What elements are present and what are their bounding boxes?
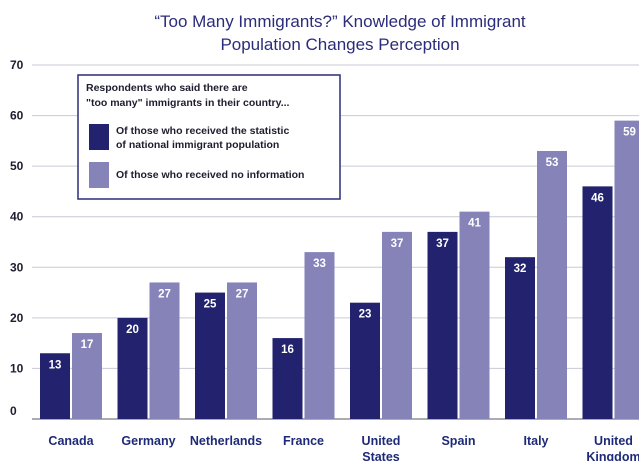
category-label: Netherlands	[190, 434, 262, 448]
legend-series-label: Of those who received the statistic	[116, 125, 289, 137]
category-label: Kingdom	[586, 450, 639, 461]
bar-no-info	[227, 282, 257, 419]
bar-value-label: 32	[514, 263, 527, 275]
legend-series-label: Of those who received no information	[116, 169, 304, 181]
bar-value-label: 37	[391, 238, 404, 250]
bar-no-info	[304, 252, 335, 419]
y-tick-label: 10	[10, 361, 24, 375]
legend-series-label: of national immigrant population	[116, 139, 279, 151]
y-tick-label: 0	[10, 404, 17, 418]
bar-no-info	[72, 333, 102, 419]
legend-box	[77, 74, 341, 200]
y-tick-label: 50	[10, 159, 24, 173]
bar-value-label: 37	[436, 238, 449, 250]
bars: 13 17 20 27 25 27 16 33 23 37 37 41 32 53 46 59	[40, 120, 639, 419]
bar-value-label: 27	[236, 288, 249, 300]
y-tick-label: 60	[10, 109, 24, 123]
legend-swatch	[89, 124, 109, 150]
y-axis-ticks: 0 10 20 30 40 50 60 70	[10, 58, 24, 418]
bar-value-label: 13	[49, 359, 62, 371]
chart-title-line: “Too Many Immigrants?” Knowledge of Immi…	[154, 12, 526, 31]
category-label: Canada	[48, 434, 94, 448]
bar-value-label: 53	[546, 157, 559, 169]
bar-value-label: 25	[204, 299, 217, 311]
bar-statistic	[350, 302, 380, 419]
bar-value-label: 20	[126, 324, 139, 336]
bar-statistic	[505, 257, 535, 419]
category-label: States	[362, 450, 400, 461]
bar-value-label: 17	[81, 339, 94, 351]
bar-value-label: 46	[591, 192, 604, 204]
bar-value-label: 16	[281, 344, 294, 356]
y-tick-label: 40	[10, 210, 24, 224]
legend-heading-line: Respondents who said there are	[86, 82, 248, 94]
category-label: United	[594, 434, 633, 448]
chart-title: “Too Many Immigrants?” Knowledge of Immi…	[154, 12, 526, 54]
category-label: Spain	[441, 434, 475, 448]
bar-statistic	[40, 353, 70, 419]
y-tick-label: 70	[10, 58, 24, 72]
bar-statistic	[117, 317, 148, 419]
legend-heading-line: "too many" immigrants in their country..…	[86, 97, 290, 109]
bar-statistic	[195, 292, 225, 419]
bar-value-label: 59	[623, 127, 636, 139]
y-tick-label: 20	[10, 311, 24, 325]
y-tick-label: 30	[10, 260, 24, 274]
category-label: Germany	[121, 434, 175, 448]
chart-title-line: Population Changes Perception	[220, 35, 459, 54]
bar-statistic	[582, 186, 613, 419]
bar-no-info	[149, 282, 180, 419]
category-label: France	[283, 434, 324, 448]
legend: Respondents who said there are "too many"…	[77, 74, 341, 200]
category-label: United	[362, 434, 401, 448]
bar-no-info	[459, 211, 490, 419]
x-axis-categories: Canada Germany Netherlands France United Stat…	[48, 434, 639, 461]
bar-value-label: 27	[158, 288, 171, 300]
bar-statistic	[272, 338, 303, 419]
bar-no-info	[614, 120, 639, 419]
bar-no-info	[382, 231, 412, 419]
bar-no-info	[537, 150, 567, 419]
bar-value-label: 33	[313, 258, 326, 270]
bar-statistic	[427, 231, 458, 419]
category-label: Italy	[523, 434, 548, 448]
bar-value-label: 23	[359, 309, 372, 321]
bar-value-label: 41	[468, 218, 481, 230]
legend-swatch	[89, 162, 109, 188]
